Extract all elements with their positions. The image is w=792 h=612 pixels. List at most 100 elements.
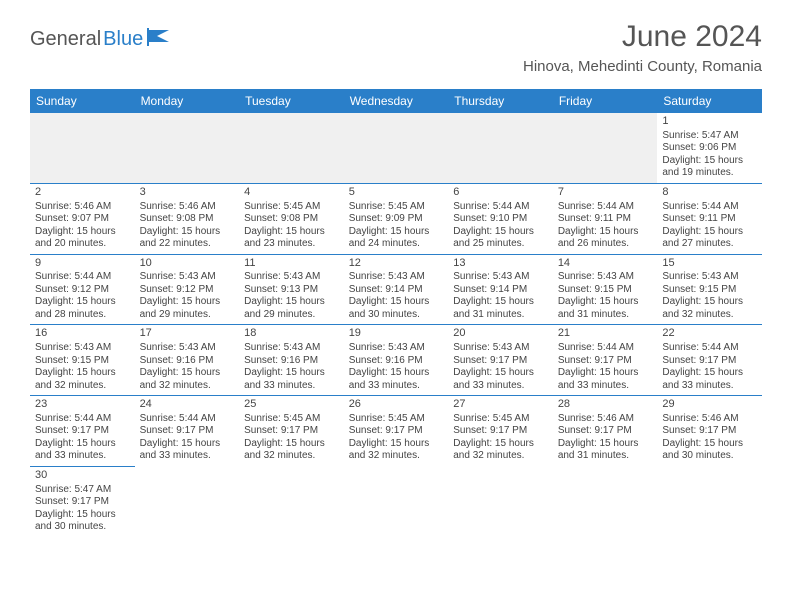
day-number: 1 xyxy=(662,115,757,129)
day-detail: and 32 minutes. xyxy=(349,450,444,463)
day-detail: and 23 minutes. xyxy=(244,238,339,251)
day-detail: and 29 minutes. xyxy=(244,309,339,322)
day-number: 13 xyxy=(453,257,548,271)
day-detail: and 32 minutes. xyxy=(140,380,235,393)
calendar-day: 14Sunrise: 5:43 AMSunset: 9:15 PMDayligh… xyxy=(553,254,658,325)
day-detail: Daylight: 15 hours xyxy=(662,296,757,309)
day-detail: and 31 minutes. xyxy=(558,450,653,463)
day-detail: Sunset: 9:09 PM xyxy=(349,213,444,226)
day-detail: Sunrise: 5:44 AM xyxy=(558,201,653,214)
day-detail: Daylight: 15 hours xyxy=(244,367,339,380)
day-number: 27 xyxy=(453,398,548,412)
day-detail: and 31 minutes. xyxy=(558,309,653,322)
day-detail: Sunset: 9:16 PM xyxy=(244,355,339,368)
day-detail: Sunset: 9:07 PM xyxy=(35,213,130,226)
day-detail: and 33 minutes. xyxy=(140,450,235,463)
day-detail: Sunset: 9:08 PM xyxy=(244,213,339,226)
calendar-day: 11Sunrise: 5:43 AMSunset: 9:13 PMDayligh… xyxy=(239,254,344,325)
day-detail: Daylight: 15 hours xyxy=(244,226,339,239)
day-detail: Sunset: 9:13 PM xyxy=(244,284,339,297)
day-number: 29 xyxy=(662,398,757,412)
day-number: 5 xyxy=(349,186,444,200)
calendar-day: 8Sunrise: 5:44 AMSunset: 9:11 PMDaylight… xyxy=(657,183,762,254)
calendar-day: 28Sunrise: 5:46 AMSunset: 9:17 PMDayligh… xyxy=(553,396,658,467)
calendar-row: 16Sunrise: 5:43 AMSunset: 9:15 PMDayligh… xyxy=(30,325,762,396)
day-detail: Daylight: 15 hours xyxy=(35,367,130,380)
day-detail: Sunrise: 5:43 AM xyxy=(244,271,339,284)
brand-logo: General Blue xyxy=(30,28,173,51)
day-detail: Sunrise: 5:46 AM xyxy=(662,413,757,426)
calendar-day: 1Sunrise: 5:47 AMSunset: 9:06 PMDaylight… xyxy=(657,113,762,183)
day-detail: and 25 minutes. xyxy=(453,238,548,251)
day-detail: Sunset: 9:12 PM xyxy=(35,284,130,297)
day-detail: Daylight: 15 hours xyxy=(244,296,339,309)
day-detail: Sunrise: 5:47 AM xyxy=(35,484,130,497)
day-detail: and 30 minutes. xyxy=(35,521,130,534)
day-detail: Sunset: 9:15 PM xyxy=(662,284,757,297)
day-detail: Sunset: 9:17 PM xyxy=(453,425,548,438)
day-detail: Sunrise: 5:43 AM xyxy=(662,271,757,284)
day-detail: Sunrise: 5:45 AM xyxy=(349,201,444,214)
day-detail: Daylight: 15 hours xyxy=(558,367,653,380)
calendar-empty xyxy=(344,466,449,536)
day-number: 21 xyxy=(558,327,653,341)
day-detail: Daylight: 15 hours xyxy=(140,367,235,380)
day-number: 14 xyxy=(558,257,653,271)
day-number: 15 xyxy=(662,257,757,271)
day-detail: and 28 minutes. xyxy=(35,309,130,322)
day-detail: Sunrise: 5:43 AM xyxy=(140,271,235,284)
day-detail: Sunset: 9:17 PM xyxy=(662,355,757,368)
day-detail: and 32 minutes. xyxy=(662,309,757,322)
day-detail: and 33 minutes. xyxy=(244,380,339,393)
day-number: 24 xyxy=(140,398,235,412)
day-detail: Sunset: 9:14 PM xyxy=(349,284,444,297)
calendar-empty xyxy=(239,113,344,183)
day-detail: Daylight: 15 hours xyxy=(453,438,548,451)
day-detail: and 27 minutes. xyxy=(662,238,757,251)
day-detail: Daylight: 15 hours xyxy=(453,226,548,239)
calendar-day: 15Sunrise: 5:43 AMSunset: 9:15 PMDayligh… xyxy=(657,254,762,325)
calendar-day: 6Sunrise: 5:44 AMSunset: 9:10 PMDaylight… xyxy=(448,183,553,254)
calendar-day: 23Sunrise: 5:44 AMSunset: 9:17 PMDayligh… xyxy=(30,396,135,467)
calendar-day: 17Sunrise: 5:43 AMSunset: 9:16 PMDayligh… xyxy=(135,325,240,396)
brand-text-1: General xyxy=(30,28,101,51)
calendar-day: 18Sunrise: 5:43 AMSunset: 9:16 PMDayligh… xyxy=(239,325,344,396)
calendar-day: 27Sunrise: 5:45 AMSunset: 9:17 PMDayligh… xyxy=(448,396,553,467)
day-detail: Sunrise: 5:46 AM xyxy=(140,201,235,214)
calendar-day: 16Sunrise: 5:43 AMSunset: 9:15 PMDayligh… xyxy=(30,325,135,396)
day-detail: Daylight: 15 hours xyxy=(558,438,653,451)
day-detail: and 30 minutes. xyxy=(349,309,444,322)
day-detail: Sunrise: 5:43 AM xyxy=(244,342,339,355)
day-detail: Daylight: 15 hours xyxy=(35,296,130,309)
calendar-row: 23Sunrise: 5:44 AMSunset: 9:17 PMDayligh… xyxy=(30,396,762,467)
day-detail: and 24 minutes. xyxy=(349,238,444,251)
day-detail: Sunset: 9:12 PM xyxy=(140,284,235,297)
day-detail: Sunset: 9:14 PM xyxy=(453,284,548,297)
day-number: 23 xyxy=(35,398,130,412)
calendar-day: 26Sunrise: 5:45 AMSunset: 9:17 PMDayligh… xyxy=(344,396,449,467)
day-header-row: SundayMondayTuesdayWednesdayThursdayFrid… xyxy=(30,89,762,113)
title-block: June 2024 Hinova, Mehedinti County, Roma… xyxy=(523,20,762,75)
day-detail: and 30 minutes. xyxy=(662,450,757,463)
day-number: 11 xyxy=(244,257,339,271)
calendar-day: 22Sunrise: 5:44 AMSunset: 9:17 PMDayligh… xyxy=(657,325,762,396)
day-detail: and 20 minutes. xyxy=(35,238,130,251)
day-detail: Sunset: 9:06 PM xyxy=(662,142,757,155)
location-label: Hinova, Mehedinti County, Romania xyxy=(523,58,762,75)
day-header: Wednesday xyxy=(344,89,449,113)
day-detail: and 32 minutes. xyxy=(35,380,130,393)
day-number: 10 xyxy=(140,257,235,271)
day-detail: Daylight: 15 hours xyxy=(662,367,757,380)
day-detail: Sunset: 9:10 PM xyxy=(453,213,548,226)
day-detail: Daylight: 15 hours xyxy=(35,509,130,522)
day-detail: Sunrise: 5:43 AM xyxy=(453,271,548,284)
day-detail: Sunset: 9:17 PM xyxy=(662,425,757,438)
day-detail: Daylight: 15 hours xyxy=(662,438,757,451)
day-detail: and 31 minutes. xyxy=(453,309,548,322)
calendar-table: SundayMondayTuesdayWednesdayThursdayFrid… xyxy=(30,89,762,537)
flag-icon xyxy=(147,28,173,51)
day-detail: Daylight: 15 hours xyxy=(140,226,235,239)
day-detail: Sunrise: 5:46 AM xyxy=(35,201,130,214)
day-detail: Sunset: 9:11 PM xyxy=(662,213,757,226)
day-detail: Sunrise: 5:43 AM xyxy=(558,271,653,284)
